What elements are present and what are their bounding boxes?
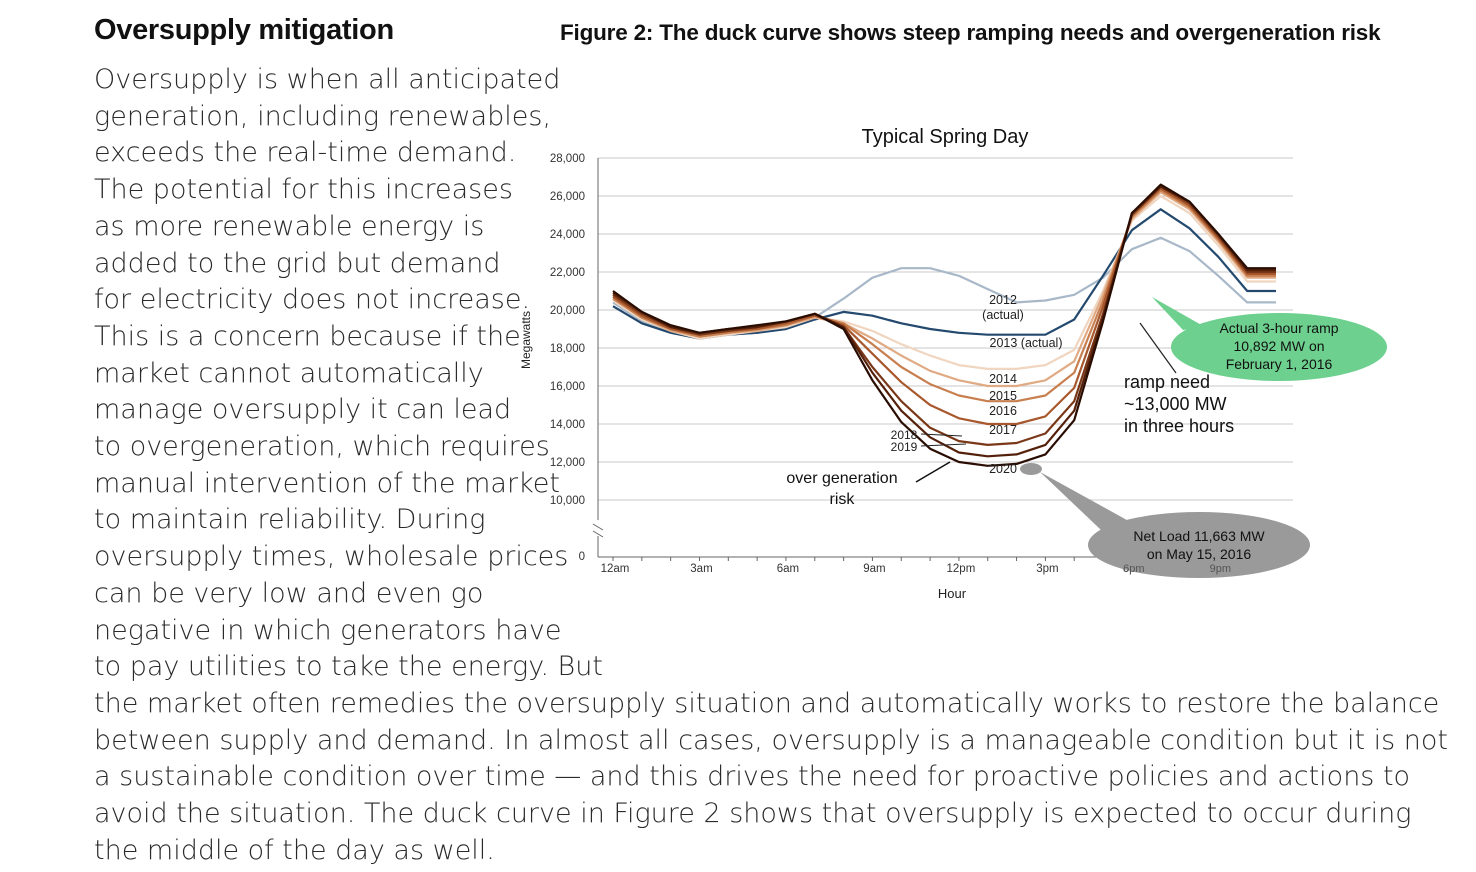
series-label-2012: 2012 bbox=[989, 293, 1017, 307]
series-line-2016 bbox=[612, 189, 1276, 403]
paragraph-line: between supply and demand. In almost all… bbox=[94, 724, 1449, 756]
paragraph-line: manual intervention of the market bbox=[94, 467, 560, 499]
series-label-2015: 2015 bbox=[989, 389, 1017, 403]
paragraph-line: to pay utilities to take the energy. But bbox=[94, 651, 603, 683]
ramp-bubble-text: 10,892 MW on bbox=[1233, 338, 1324, 354]
paragraph-line: The potential for this increases bbox=[94, 174, 513, 206]
x-axis-label: Hour bbox=[938, 586, 967, 601]
ramp-need-label: ramp need bbox=[1124, 372, 1210, 392]
series-label-2013: 2013 (actual) bbox=[990, 336, 1063, 350]
paragraph-line: generation, including renewables, bbox=[94, 100, 552, 132]
x-tick-label-overlay: 6pm bbox=[1123, 563, 1144, 575]
y-tick-label: 22,000 bbox=[550, 267, 585, 279]
paragraph-line: can be very low and even go bbox=[94, 577, 484, 609]
series-label-2017: 2017 bbox=[989, 423, 1017, 437]
chart-title: Typical Spring Day bbox=[862, 126, 1029, 148]
y-tick-label: 16,000 bbox=[550, 381, 585, 393]
paragraph-line: manage oversupply it can lead bbox=[94, 394, 512, 426]
ramp-bubble-text: February 1, 2016 bbox=[1226, 356, 1333, 372]
figure-caption: Figure 2: The duck curve shows steep ram… bbox=[560, 20, 1381, 45]
net-load-bubble-text: Net Load 11,663 MW bbox=[1133, 528, 1265, 544]
series-label-2018: 2018 bbox=[891, 428, 918, 442]
ramp-bubble-tail bbox=[1152, 297, 1205, 330]
x-tick-label: 12am bbox=[601, 563, 630, 575]
paragraph-line: Oversupply is when all anticipated bbox=[94, 64, 561, 95]
x-tick-label: 9am bbox=[863, 563, 885, 575]
series-label-2016: 2016 bbox=[989, 404, 1017, 418]
paragraph-line: the middle of the day as well. bbox=[94, 834, 495, 866]
overgeneration-label: over generation bbox=[786, 470, 897, 487]
y-tick-label: 14,000 bbox=[550, 419, 585, 431]
ramp-need-label: ~13,000 MW bbox=[1124, 394, 1227, 414]
paragraph-line: to maintain reliability. During bbox=[94, 504, 486, 536]
paragraph-line: a sustainable condition over time — and … bbox=[94, 761, 1411, 793]
x-tick-label: 6am bbox=[777, 563, 799, 575]
paragraph-line: negative in which generators have bbox=[94, 614, 562, 646]
x-tick-label: 12pm bbox=[947, 563, 976, 575]
paragraph-line: to overgeneration, which requires bbox=[94, 431, 550, 463]
y-axis-label: Megawatts bbox=[519, 311, 533, 369]
paragraph-line: This is a concern because if the bbox=[94, 320, 521, 352]
y-tick-label: 26,000 bbox=[550, 191, 585, 203]
paragraph-line: exceeds the real-time demand. bbox=[94, 137, 517, 169]
series-line-2020 bbox=[612, 183, 1276, 467]
x-tick-label: 3pm bbox=[1036, 563, 1058, 575]
series-label-2012: (actual) bbox=[982, 308, 1024, 322]
axis-break-mark bbox=[592, 523, 604, 538]
section-heading: Oversupply mitigation bbox=[94, 14, 394, 46]
y-tick-label: 20,000 bbox=[550, 305, 585, 317]
paragraph-line: the market often remedies the oversupply… bbox=[94, 687, 1440, 719]
label-leader bbox=[920, 433, 967, 447]
y-tick-label: 10,000 bbox=[550, 495, 585, 507]
ramp-bubble-text: Actual 3-hour ramp bbox=[1219, 320, 1338, 336]
overgeneration-pointer bbox=[915, 461, 951, 483]
net-load-bubble-text: on May 15, 2016 bbox=[1147, 546, 1252, 562]
paragraph-line: as more renewable energy is bbox=[94, 210, 485, 242]
series-label-2020: 2020 bbox=[989, 462, 1017, 476]
paragraph-line: added to the grid but demand bbox=[94, 247, 501, 279]
series-label-2019: 2019 bbox=[891, 440, 918, 454]
overgeneration-label: risk bbox=[830, 491, 856, 508]
y-tick-label: 28,000 bbox=[550, 153, 585, 165]
net-load-bubble bbox=[1088, 512, 1310, 578]
paragraph-line: oversupply times, wholesale prices bbox=[94, 541, 569, 573]
y-tick-label: 24,000 bbox=[550, 229, 585, 241]
ramp-need-label: in three hours bbox=[1124, 416, 1234, 436]
paragraph-line: for electricity does not increase. bbox=[94, 284, 531, 316]
x-tick-label-overlay: 9pm bbox=[1210, 563, 1231, 575]
y-tick-label: 12,000 bbox=[550, 457, 585, 469]
y-tick-label: 0 bbox=[579, 551, 585, 563]
x-tick-label: 3am bbox=[690, 563, 712, 575]
body-paragraph: Oversupply is when all anticipated gener… bbox=[94, 62, 1448, 869]
paragraph-line: market cannot automatically bbox=[94, 357, 484, 389]
series-label-2014: 2014 bbox=[989, 372, 1017, 386]
series-line-2014 bbox=[612, 194, 1276, 370]
ramp-bubble bbox=[1171, 313, 1387, 381]
net-load-marker bbox=[1020, 463, 1042, 475]
ramp-need-pointer bbox=[1139, 322, 1177, 374]
paragraph-line: avoid the situation. The duck curve in F… bbox=[94, 798, 1412, 830]
y-tick-label: 18,000 bbox=[550, 343, 585, 355]
